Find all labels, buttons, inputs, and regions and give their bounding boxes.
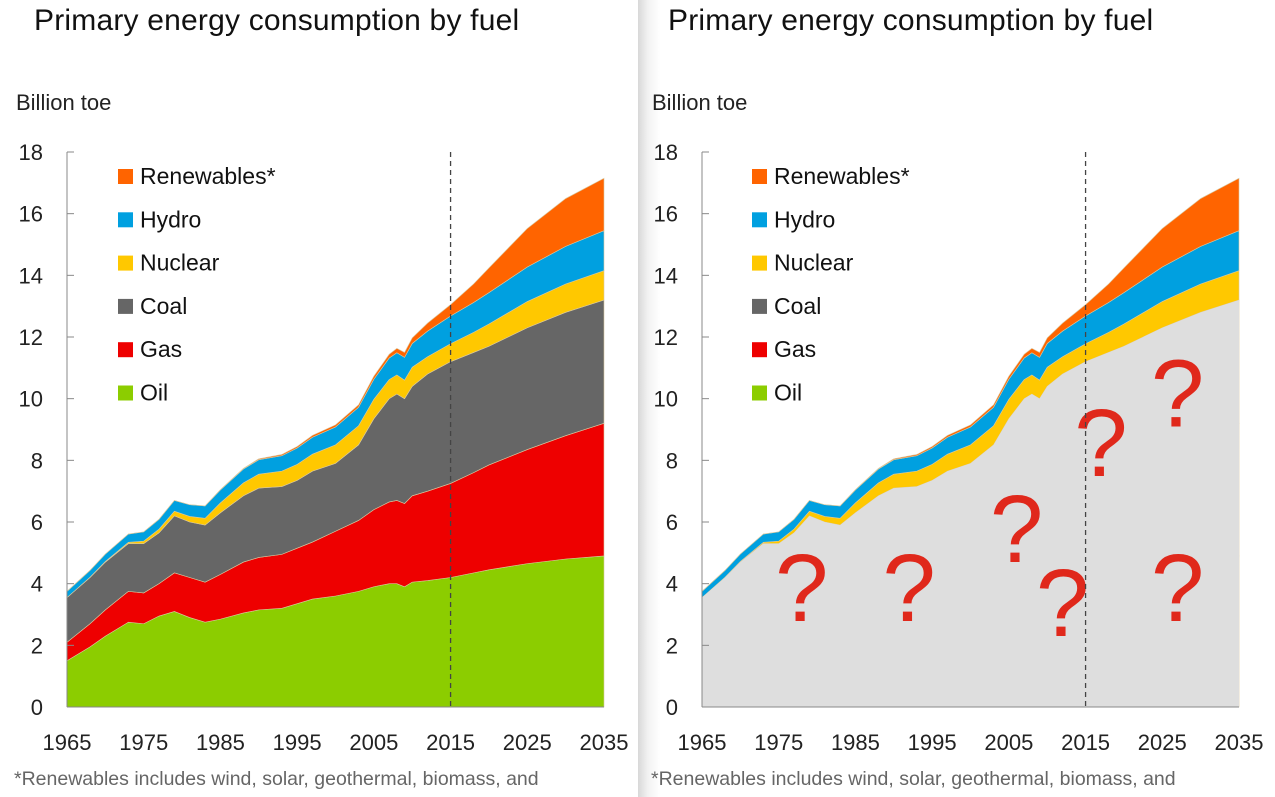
x-tick-label: 2005 xyxy=(984,730,1033,755)
x-tick-label: 2005 xyxy=(349,730,398,755)
y-tick-label: 14 xyxy=(654,263,678,288)
x-tick-label: 2035 xyxy=(1215,730,1264,755)
legend-swatch-hydro xyxy=(752,212,767,228)
legend-label-hydro: Hydro xyxy=(140,206,201,232)
y-tick-label: 10 xyxy=(654,387,678,412)
legend-label-hydro: Hydro xyxy=(774,206,835,232)
y-axis-unit-label: Billion toe xyxy=(652,90,748,115)
legend-swatch-gas xyxy=(118,342,133,358)
legend: Renewables* Hydro Nuclear Coal Gas Oil xyxy=(118,163,276,406)
area-renewables xyxy=(66,177,605,592)
stacked-areas xyxy=(66,177,605,708)
legend-label-oil: Oil xyxy=(140,380,168,406)
y-tick-label: 16 xyxy=(19,202,43,227)
legend-label-nuclear: Nuclear xyxy=(140,250,220,276)
x-tick-label: 1995 xyxy=(273,730,322,755)
y-tick-label: 10 xyxy=(19,387,43,412)
y-tick-label: 0 xyxy=(666,695,678,720)
legend-swatch-coal xyxy=(118,298,133,314)
x-tick-label: 1965 xyxy=(678,730,727,755)
y-tick-label: 8 xyxy=(666,448,678,473)
axes: 0 2 4 6 8 10 12 14 16 18 1965 1975 1985 1995 2005 2015 2… xyxy=(19,140,629,755)
y-tick-label: 14 xyxy=(19,263,43,288)
x-tick-label: 2015 xyxy=(426,730,475,755)
y-tick-label: 18 xyxy=(19,140,43,165)
legend-swatch-gas xyxy=(752,342,767,358)
y-tick-label: 12 xyxy=(654,325,678,350)
question-mark: ? xyxy=(1151,535,1204,642)
legend-label-coal: Coal xyxy=(774,293,821,319)
y-tick-label: 8 xyxy=(31,448,43,473)
legend-label-nuclear: Nuclear xyxy=(774,250,854,276)
x-tick-label: 2025 xyxy=(1138,730,1187,755)
footnote: *Renewables includes wind, solar, geothe… xyxy=(651,768,1176,790)
legend-label-renewables: Renewables* xyxy=(140,163,276,189)
chart-title: Primary energy consumption by fuel xyxy=(668,4,1154,37)
chart-title: Primary energy consumption by fuel xyxy=(34,4,520,37)
x-tick-label: 1965 xyxy=(43,730,92,755)
area-renewables xyxy=(701,177,1240,592)
area-chart-full: 0 2 4 6 8 10 12 14 16 18 1965 1975 1985 1995 2005 2015 2… xyxy=(19,140,629,755)
y-tick-label: 6 xyxy=(31,510,43,535)
x-tick-label: 1975 xyxy=(119,730,168,755)
legend-swatch-coal xyxy=(752,298,767,314)
x-tick-label: 1985 xyxy=(831,730,880,755)
y-tick-label: 2 xyxy=(666,633,678,658)
y-tick-label: 12 xyxy=(19,325,43,350)
legend: Renewables* Hydro Nuclear Coal Gas Oil xyxy=(752,163,910,406)
legend-swatch-oil xyxy=(118,385,133,401)
question-mark: ? xyxy=(1036,550,1089,657)
legend-swatch-nuclear xyxy=(752,255,767,271)
x-tick-label: 2025 xyxy=(503,730,552,755)
question-mark: ? xyxy=(990,476,1043,583)
legend-label-renewables: Renewables* xyxy=(774,163,910,189)
chart-panel-left: Primary energy consumption by fuel Billi… xyxy=(14,4,629,790)
x-tick-label: 2035 xyxy=(580,730,629,755)
legend-label-coal: Coal xyxy=(140,293,187,319)
footnote: *Renewables includes wind, solar, geothe… xyxy=(14,768,539,790)
x-tick-label: 1985 xyxy=(196,730,245,755)
y-tick-label: 4 xyxy=(31,572,43,597)
axes: 0 2 4 6 8 10 12 14 16 18 1965 1975 1985 1995 2005 2015 2… xyxy=(654,140,1264,755)
x-tick-label: 2015 xyxy=(1061,730,1110,755)
question-mark: ? xyxy=(1151,341,1204,448)
legend-label-oil: Oil xyxy=(774,380,802,406)
question-mark: ? xyxy=(882,535,935,642)
question-mark: ? xyxy=(775,535,828,642)
y-tick-label: 18 xyxy=(654,140,678,165)
x-tick-label: 1975 xyxy=(754,730,803,755)
masked-region: ??????? xyxy=(702,300,1239,707)
legend-swatch-renewables xyxy=(752,169,767,184)
legend-swatch-nuclear xyxy=(118,255,133,271)
legend-swatch-hydro xyxy=(118,212,133,228)
y-tick-label: 0 xyxy=(31,695,43,720)
question-mark: ? xyxy=(1074,390,1127,497)
y-tick-label: 4 xyxy=(666,572,678,597)
y-tick-label: 2 xyxy=(31,633,43,658)
x-tick-label: 1995 xyxy=(908,730,957,755)
y-tick-label: 6 xyxy=(666,510,678,535)
area-chart-masked: ??????? 0 2 4 6 8 10 12 14 16 18 1965 1975 1985 1995 2… xyxy=(654,140,1264,755)
legend-label-gas: Gas xyxy=(774,336,816,362)
y-axis-unit-label: Billion toe xyxy=(16,90,112,115)
mask-area xyxy=(702,300,1239,707)
chart-panel-right: Primary energy consumption by fuel Billi… xyxy=(638,0,1275,797)
legend-label-gas: Gas xyxy=(140,336,182,362)
legend-swatch-renewables xyxy=(118,169,133,184)
legend-swatch-oil xyxy=(752,385,767,401)
y-tick-label: 16 xyxy=(654,202,678,227)
